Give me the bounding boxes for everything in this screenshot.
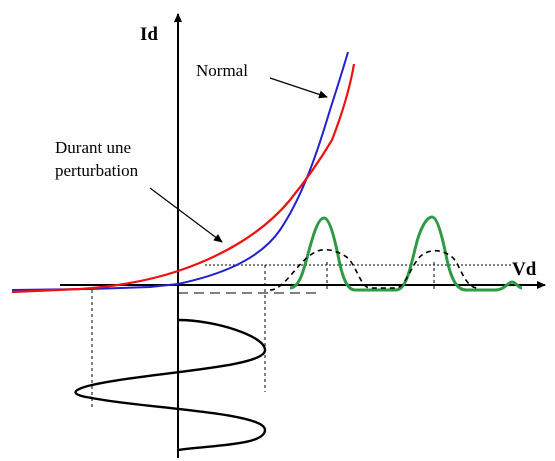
output-pulses-normal-dashed (269, 248, 479, 291)
perturbation-pointer-arrow (149, 187, 223, 243)
normal-label: Normal (196, 61, 248, 80)
normal-pointer-arrow (269, 77, 328, 99)
y-axis-label: Id (140, 24, 158, 45)
input-signal-waveform (74, 318, 267, 452)
perturbation-curve (11, 63, 356, 294)
x-axis-label: Vd (512, 259, 537, 280)
perturbation-label-line1: Durant une (55, 138, 131, 157)
perturbation-label-line2: perturbation (55, 161, 139, 180)
normal-curve (11, 51, 349, 291)
output-pulses (289, 215, 523, 292)
